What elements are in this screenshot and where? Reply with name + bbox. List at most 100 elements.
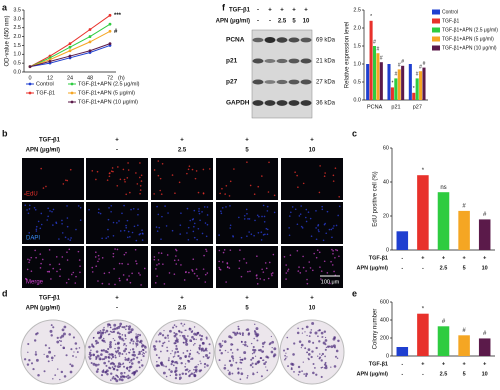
colony: [158, 332, 162, 336]
cell: [261, 268, 263, 271]
x-tick-label: 10: [482, 371, 488, 377]
colony: [136, 356, 139, 359]
colony: [127, 374, 130, 377]
cell: [203, 254, 205, 257]
colony: [198, 344, 202, 347]
colony: [321, 354, 323, 357]
colony: [65, 354, 68, 357]
cell: [328, 228, 331, 231]
column-header: -: [257, 19, 259, 25]
colony: [239, 378, 242, 381]
colony: [128, 376, 131, 379]
colony: [124, 356, 126, 359]
bar: [458, 210, 470, 250]
image-tile: [216, 158, 278, 200]
cell: [158, 226, 161, 229]
colony: [253, 337, 255, 340]
colony: [130, 328, 134, 332]
cell: [197, 227, 200, 230]
cell: [77, 250, 80, 253]
colony: [200, 349, 203, 352]
colony: [287, 365, 289, 368]
cell: [77, 205, 80, 207]
y-tick-label: 0: [386, 247, 389, 253]
cell: [229, 224, 232, 227]
y-tick-label: 2.0: [353, 25, 361, 31]
column-header: -: [52, 296, 54, 302]
cell: [238, 267, 241, 270]
cell: [291, 206, 294, 208]
colony: [315, 346, 318, 350]
legend-label: TGF-β1+APN (2.5 μg/ml): [442, 27, 498, 33]
cell: [307, 211, 310, 213]
colony: [121, 337, 124, 341]
colony: [59, 336, 63, 339]
point: [88, 49, 92, 53]
cell: [258, 215, 260, 218]
column-header: +: [180, 296, 184, 302]
colony: [111, 377, 114, 380]
colony: [99, 331, 103, 335]
bar: [401, 65, 405, 100]
cell: [139, 274, 141, 276]
colony: [135, 335, 139, 339]
bar: [372, 46, 377, 100]
colony: [166, 349, 169, 352]
colony: [30, 362, 34, 365]
colony: [138, 366, 141, 369]
colony: [224, 349, 227, 352]
cell: [161, 215, 163, 218]
colony: [183, 337, 186, 340]
cell: [67, 238, 69, 240]
colony: [61, 334, 65, 338]
colony: [131, 358, 133, 361]
cell: [67, 278, 70, 281]
cell: [247, 270, 249, 273]
cell: [218, 249, 221, 252]
cell: [192, 218, 195, 220]
cell: [155, 268, 157, 270]
bar: [376, 53, 380, 100]
cell: [338, 195, 340, 198]
cell: [101, 257, 104, 259]
cell: [229, 205, 231, 207]
cell: [261, 215, 263, 218]
cell: [175, 255, 177, 257]
cell: [75, 275, 77, 278]
colony: [240, 372, 244, 376]
colony: [165, 375, 168, 378]
cell: [305, 220, 308, 223]
colony: [72, 336, 75, 339]
x-tick-label: -: [401, 361, 403, 367]
colony: [118, 355, 121, 357]
cell: [199, 219, 201, 222]
colony: [231, 372, 234, 375]
cell: [124, 180, 126, 183]
cell: [91, 266, 94, 269]
cell: [61, 256, 64, 258]
bar: [415, 78, 419, 100]
colony: [121, 352, 124, 355]
cell: [42, 187, 45, 189]
x-tick-label: 12: [47, 75, 53, 81]
colony: [199, 360, 201, 362]
colony: [268, 343, 271, 346]
colony: [166, 346, 168, 349]
cell: [72, 271, 75, 274]
colony: [58, 339, 61, 342]
cell: [125, 193, 128, 196]
colony: [319, 329, 321, 332]
cell: [111, 167, 114, 169]
column-header: -: [116, 148, 118, 154]
colony: [118, 351, 121, 355]
cell: [202, 268, 205, 270]
colony: [96, 368, 100, 371]
cell: [331, 264, 334, 266]
channel-label: DAPI: [26, 236, 40, 242]
cell: [138, 272, 140, 274]
colony: [138, 350, 141, 354]
cell: [287, 268, 290, 271]
cell: [164, 205, 166, 207]
colony: [334, 355, 338, 358]
colony: [311, 350, 314, 353]
